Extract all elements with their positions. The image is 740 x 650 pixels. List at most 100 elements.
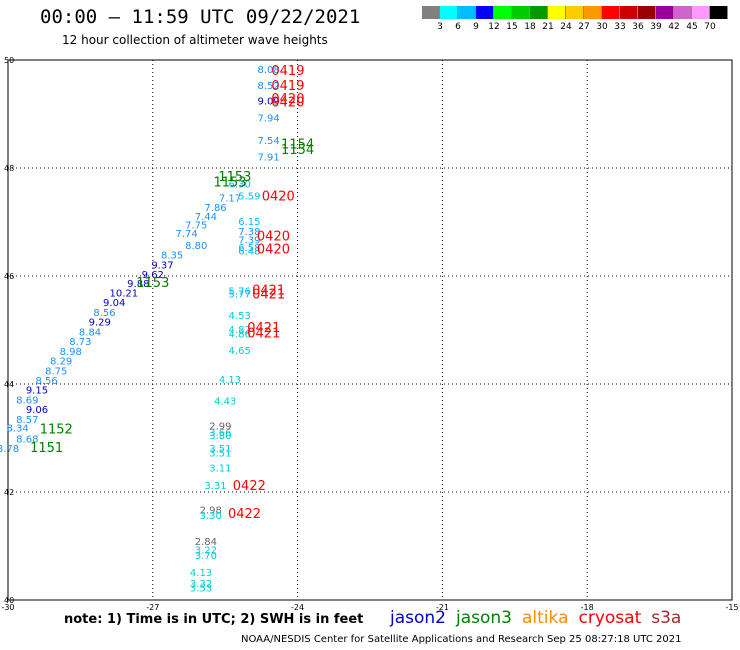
color-scale-swatch: [422, 6, 440, 19]
color-scale-label: 21: [542, 22, 554, 32]
wave-height-label: 8.08: [258, 65, 280, 76]
legend-jason2: jason2: [390, 608, 446, 628]
wave-height-label: 8.56: [93, 308, 115, 319]
pass-time-label: 0421: [252, 283, 285, 298]
wave-height-label: 7.94: [258, 114, 280, 125]
color-scale-swatch: [584, 6, 602, 19]
pass-time-label: 0419: [271, 64, 304, 79]
color-scale-swatch: [458, 6, 476, 19]
wave-height-label: 7.44: [195, 212, 217, 223]
pass-time-label: 1153: [136, 276, 169, 291]
wave-height-label: 9.62: [142, 270, 164, 281]
wave-height-label: 8.68: [16, 434, 38, 445]
pass-time-label: 1153: [213, 175, 246, 190]
pass-time-label: 0422: [233, 479, 266, 494]
color-scale-label: 15: [506, 22, 518, 32]
wave-height-label: 3.31: [204, 481, 226, 492]
pass-time-label: 1154: [281, 138, 314, 153]
wave-height-label: 9.88: [127, 279, 149, 290]
wave-height-label: 3.51: [209, 448, 231, 459]
color-scale-label: 45: [686, 22, 698, 32]
wave-height-label: 3.66: [209, 428, 231, 439]
observation-labels: 8.08 8.52 9.09 7.94 7.54 7.91 6.30 7.177.867.44…: [0, 64, 314, 594]
pass-time-label: 0420: [271, 92, 304, 107]
pass-time-label: 0421: [247, 327, 280, 342]
wave-height-label: 8.78: [0, 444, 19, 455]
color-scale-swatch: [620, 6, 638, 19]
pass-time-label: 1152: [40, 423, 73, 438]
color-scale-swatch: [638, 6, 656, 19]
wave-height-label: 6.48: [238, 246, 260, 257]
wave-height-label: 8.56: [35, 376, 57, 387]
pass-time-label: 0420: [271, 95, 304, 110]
wave-height-label: 3.22: [195, 546, 217, 557]
wave-height-label: 5.77: [229, 290, 251, 301]
legend-altika: altika: [522, 608, 569, 628]
x-tick-label: -27: [146, 603, 159, 612]
y-tick-label: 48: [4, 164, 14, 173]
page-subtitle: 12 hour collection of altimeter wave hei…: [62, 33, 328, 47]
color-scale-label: 6: [455, 22, 461, 32]
x-tick-label: -15: [725, 603, 738, 612]
wave-height-label: 10.21: [110, 289, 139, 300]
wave-height-label: 8.69: [16, 395, 38, 406]
pass-time-label: 1151: [30, 441, 63, 456]
pass-time-label: 0420: [257, 242, 290, 257]
wave-height-label: 7.91: [258, 152, 280, 163]
wave-height-label: 4.43: [214, 397, 236, 408]
wave-height-label: 3.70: [195, 551, 217, 562]
legend-jason3: jason3: [456, 608, 512, 628]
color-scale-label: 36: [632, 22, 644, 32]
wave-height-label: 7.54: [258, 136, 280, 147]
wave-height-label: 8.35: [161, 251, 183, 262]
color-scale-label: 24: [560, 22, 572, 32]
wave-height-label: 3.30: [200, 511, 222, 522]
wave-height-label: 3.53: [190, 583, 212, 594]
y-tick-label: 42: [4, 488, 14, 497]
color-scale-label: 18: [524, 22, 536, 32]
wave-height-label: 4.13: [219, 375, 241, 386]
wave-height-label: 6.58: [238, 243, 260, 254]
y-tick-label: 40: [4, 596, 14, 605]
wave-height-label: 4.86: [229, 330, 251, 341]
wave-height-label: 7.75: [185, 220, 207, 231]
wave-height-label: 3.32: [190, 579, 212, 590]
wave-height-label: 8.57: [16, 415, 38, 426]
color-scale-swatch: [530, 6, 548, 19]
color-scale-label: 33: [614, 22, 626, 32]
wave-height-label: 8.75: [45, 366, 67, 377]
color-scale-label: 42: [668, 22, 680, 32]
color-scale-swatch: [440, 6, 458, 19]
color-scale-swatch: [494, 6, 512, 19]
wave-height-label: 9.29: [89, 318, 111, 329]
wave-height-label: 9.15: [26, 386, 48, 397]
wave-height-label: 4.13: [190, 568, 212, 579]
y-tick-label: 44: [4, 380, 14, 389]
wave-height-label: 9.04: [103, 298, 125, 309]
color-scale-label: 3: [437, 22, 443, 32]
y-tick-label: 46: [4, 272, 14, 281]
wave-height-label: 8.52: [258, 81, 280, 92]
x-tick-label: -21: [436, 603, 449, 612]
wave-height-label: 9.37: [151, 260, 173, 271]
footer-note: note: 1) Time is in UTC; 2) SWH is in fe…: [64, 612, 364, 627]
color-scale-swatch: [710, 6, 728, 19]
color-scale-swatch: [602, 6, 620, 19]
wave-height-label: 8.29: [50, 357, 72, 368]
wave-height-label: 2.99: [209, 421, 231, 432]
wave-height-label: 2.98: [200, 506, 222, 517]
color-scale-swatch: [674, 6, 692, 19]
wave-height-label: 7.39: [238, 236, 260, 247]
wave-height-label: 4.53: [229, 311, 251, 322]
pass-time-label: 0420: [262, 189, 295, 204]
color-scale-label: 27: [578, 22, 590, 32]
wave-height-label: 9.09: [258, 96, 280, 107]
x-tick-label: -30: [1, 603, 14, 612]
pass-time-label: 0421: [252, 288, 285, 303]
legend-s3a: s3a: [651, 608, 682, 628]
axis-ticks: -30 -27 -24 -21 -18 -15 50 48 46 44 42 40: [1, 56, 738, 612]
wave-height-label: 8.73: [69, 337, 91, 348]
pass-time-label: 0422: [228, 507, 261, 522]
wave-height-label: 4.82: [229, 325, 251, 336]
